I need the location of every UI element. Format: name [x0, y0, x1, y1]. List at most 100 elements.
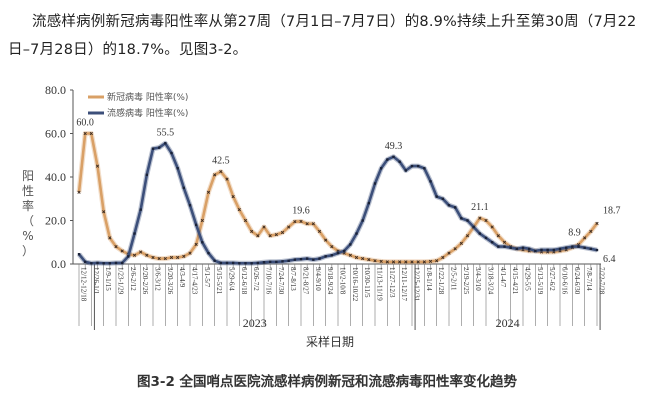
covid-point [398, 260, 402, 264]
covid-point [200, 218, 204, 223]
covid-point [274, 233, 278, 237]
covid-point [478, 216, 482, 220]
flu-point [361, 219, 364, 222]
x-tick-label: 5/13-5/19 [536, 267, 544, 295]
y-axis-title-char: 性 [22, 184, 34, 198]
covid-point [151, 255, 155, 260]
x-tick-label: 8/21-8/27 [302, 267, 310, 295]
flu-point [355, 232, 358, 235]
flu-point [256, 261, 260, 265]
flu-point [299, 258, 303, 261]
covid-point [157, 256, 161, 261]
covid-point [311, 222, 315, 226]
covid-point [589, 229, 593, 233]
flu-point [324, 255, 327, 258]
flu-point [225, 261, 229, 265]
flu-point [367, 201, 371, 205]
flu-point [176, 167, 179, 170]
covid-point [484, 218, 488, 223]
flu-point [262, 261, 266, 264]
covid-point [243, 218, 248, 223]
axes: 0.0 20.0 40.0 60.0 80.0 12/12-12/18 12/26-1/1 1… [45, 83, 606, 330]
flu-point [268, 260, 272, 264]
flu-point [416, 164, 420, 168]
covid-point [280, 230, 285, 235]
flu-point [441, 197, 445, 200]
flu-point [509, 246, 512, 249]
flu-point [571, 245, 574, 248]
covid-point [299, 219, 303, 223]
flu-point [342, 249, 346, 253]
covid-point [120, 249, 124, 253]
covid-point [379, 259, 383, 264]
x-tick-label: 7/24-7/30 [277, 267, 285, 295]
covid-point [404, 260, 408, 264]
covid-line-glow [76, 131, 599, 265]
covid-point [490, 225, 494, 229]
x-tick-label: 10/2-10/8 [339, 267, 347, 295]
x-tick-label: 5/1-5/7 [203, 267, 211, 288]
covid-point [169, 255, 174, 260]
flu-point [102, 262, 105, 265]
covid-point [410, 260, 414, 264]
year-label: 2024 [496, 316, 520, 330]
flu-point [558, 247, 562, 250]
x-tick-label: 9/4-9/10 [314, 267, 322, 291]
legend-label-flu: 流感病毒 阳性率(%) [107, 107, 188, 119]
covid-point [114, 244, 118, 249]
covid-point [287, 225, 291, 229]
flu-point [429, 180, 432, 183]
covid-point [465, 234, 470, 238]
covid-point [213, 173, 217, 177]
flu-point [90, 262, 93, 265]
flu-point [330, 254, 334, 257]
x-tick-label: 5/29-6/4 [228, 267, 236, 291]
flu-data-label: 55.5 [157, 127, 175, 138]
flu-point [404, 169, 408, 172]
x-tick-label: 2/5-2/11 [450, 267, 458, 291]
x-tick-label: 9/18-9/24 [326, 267, 334, 295]
flu-point [392, 155, 395, 158]
covid-line [77, 132, 599, 264]
covid-data-label: 42.5 [212, 156, 230, 167]
x-tick-label: 4/3-4/9 [178, 267, 186, 288]
covid-point [361, 256, 365, 261]
covid-point [237, 208, 241, 212]
covid-point [435, 259, 439, 263]
flu-point [373, 182, 377, 185]
covid-point [293, 219, 297, 224]
covid-point [367, 258, 371, 262]
flu-point [349, 243, 352, 246]
x-tick-label: 2/20-2/26 [141, 267, 149, 295]
covid-point [428, 259, 433, 264]
year-label: 2023 [243, 316, 267, 330]
flu-point [287, 259, 290, 262]
flu-point [515, 247, 519, 250]
flu-point [250, 262, 253, 265]
x-tick-label: 1/22-1/28 [437, 267, 445, 295]
flu-point [583, 246, 586, 249]
covid-point [416, 260, 420, 264]
x-tick-label: 4/29-5/5 [524, 267, 532, 291]
x-tick-label: 3/20-3/26 [166, 267, 174, 295]
covid-point [441, 255, 445, 260]
flu-point [534, 249, 537, 253]
x-tick-label: 1/8-1/14 [425, 267, 433, 291]
y-axis-title-char: % [22, 229, 33, 243]
flu-point [201, 241, 204, 244]
covid-point [188, 251, 192, 255]
intro-paragraph: 流感样病例新冠病毒阳性率从第27周（7月1日–7月7日）的8.9%持续上升至第3… [8, 14, 637, 58]
covid-point [83, 131, 87, 136]
covid-point [225, 177, 229, 181]
flu-data-label: 49.3 [385, 141, 403, 152]
covid-data-label: 18.7 [603, 205, 621, 216]
legend-label-covid: 新冠病毒 阳性率(%) [107, 91, 188, 103]
covid-point [496, 234, 500, 238]
flu-point [447, 204, 451, 207]
x-tick-label: 6/10-6/16 [561, 267, 569, 295]
flu-point [151, 147, 155, 150]
covid-point [262, 225, 266, 229]
y-axis-title-char: 阳 [22, 169, 34, 183]
covid-point [502, 240, 507, 244]
